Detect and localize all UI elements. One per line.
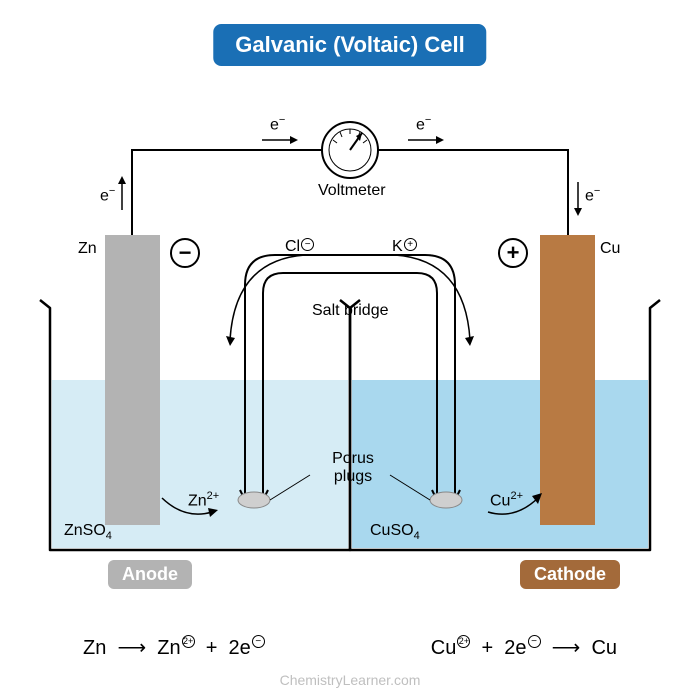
cl-arrow-head: [226, 336, 235, 346]
diagram-svg: [40, 70, 660, 580]
cl-arrow: [230, 255, 305, 340]
equations-row: Zn ⟶ Zn2+ + 2e− Cu2+ + 2e− ⟶ Cu: [0, 635, 700, 660]
cathode-terminal-icon: +: [498, 238, 528, 268]
e-label-1: e−: [100, 185, 115, 205]
zn-electrode: [105, 235, 160, 525]
cu-electrode: [540, 235, 595, 525]
diagram-title: Galvanic (Voltaic) Cell: [213, 24, 486, 66]
zn-label: Zn: [78, 240, 97, 258]
cathode-chip: Cathode: [520, 560, 620, 589]
porous-plugs-label: Porus plugs: [328, 450, 378, 486]
credit-text: ChemistryLearner.com: [280, 672, 421, 688]
arrow-e-left-up-head: [118, 176, 126, 184]
k-arrow-head: [465, 336, 474, 346]
cu2-label: Cu2+: [490, 490, 523, 510]
cu-label: Cu: [600, 240, 620, 258]
wire-left: [132, 150, 322, 235]
plug-left: [238, 492, 270, 508]
arrow-e-right-down-head: [574, 208, 582, 216]
zn2-label: Zn2+: [188, 490, 219, 510]
e-label-4: e−: [585, 185, 600, 205]
wire-right: [378, 150, 568, 235]
anode-chip: Anode: [108, 560, 192, 589]
voltmeter-label: Voltmeter: [318, 182, 386, 200]
arrow-e-top-1-head: [290, 136, 298, 144]
cuso4-label: CuSO4: [370, 522, 420, 542]
anode-terminal-icon: −: [170, 238, 200, 268]
k-label: K+: [392, 238, 417, 256]
e-label-2: e−: [270, 114, 285, 134]
anode-equation: Zn ⟶ Zn2+ + 2e−: [83, 635, 265, 660]
e-label-3: e−: [416, 114, 431, 134]
salt-bridge-label: Salt bridge: [312, 302, 389, 320]
arrow-e-top-2-head: [436, 136, 444, 144]
plug-right: [430, 492, 462, 508]
diagram-canvas: − + Voltmeter Salt bridge Porus plugs Zn…: [40, 70, 660, 580]
k-arrow: [395, 255, 470, 340]
znso4-label: ZnSO4: [64, 522, 112, 542]
cathode-equation: Cu2+ + 2e− ⟶ Cu: [431, 635, 617, 660]
cl-label: Cl−: [285, 238, 314, 256]
